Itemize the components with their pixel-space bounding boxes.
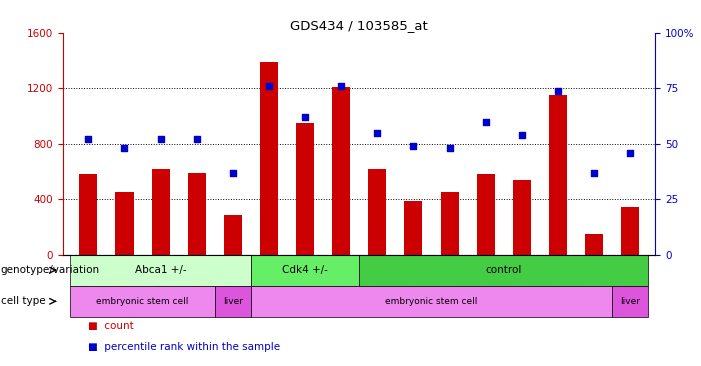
Text: genotype/variation: genotype/variation: [1, 265, 100, 275]
Bar: [70, 286, 215, 317]
Bar: [404, 201, 423, 255]
Point: [625, 150, 636, 156]
Point: [264, 83, 275, 89]
Bar: [477, 174, 495, 255]
Point: [191, 137, 203, 142]
Bar: [188, 173, 206, 255]
Text: cell type: cell type: [1, 296, 46, 306]
Bar: [359, 255, 648, 286]
Text: ■  count: ■ count: [88, 321, 134, 332]
Bar: [368, 169, 386, 255]
Text: ■  percentile rank within the sample: ■ percentile rank within the sample: [88, 343, 280, 352]
Point: [444, 145, 455, 151]
Bar: [585, 235, 603, 255]
Bar: [116, 192, 133, 255]
Point: [299, 114, 311, 120]
Bar: [224, 215, 242, 255]
Bar: [512, 180, 531, 255]
Bar: [251, 286, 612, 317]
Bar: [612, 286, 648, 317]
Text: Cdk4 +/-: Cdk4 +/-: [282, 265, 328, 275]
Text: control: control: [486, 265, 522, 275]
Text: Abca1 +/-: Abca1 +/-: [135, 265, 186, 275]
Point: [480, 119, 491, 124]
Point: [372, 130, 383, 136]
Point: [336, 83, 347, 89]
Bar: [215, 286, 251, 317]
Text: liver: liver: [223, 297, 243, 306]
Text: embryonic stem cell: embryonic stem cell: [96, 297, 189, 306]
Bar: [151, 169, 170, 255]
Bar: [251, 255, 360, 286]
Bar: [260, 62, 278, 255]
Point: [83, 137, 94, 142]
Bar: [70, 255, 251, 286]
Point: [119, 145, 130, 151]
Text: liver: liver: [620, 297, 640, 306]
Point: [155, 137, 166, 142]
Point: [588, 170, 599, 176]
Bar: [440, 192, 458, 255]
Point: [516, 132, 527, 138]
Bar: [621, 208, 639, 255]
Text: embryonic stem cell: embryonic stem cell: [386, 297, 477, 306]
Bar: [296, 123, 314, 255]
Point: [552, 87, 564, 93]
Title: GDS434 / 103585_at: GDS434 / 103585_at: [290, 19, 428, 32]
Bar: [549, 95, 567, 255]
Bar: [332, 87, 350, 255]
Bar: [79, 174, 97, 255]
Point: [227, 170, 238, 176]
Point: [408, 143, 419, 149]
